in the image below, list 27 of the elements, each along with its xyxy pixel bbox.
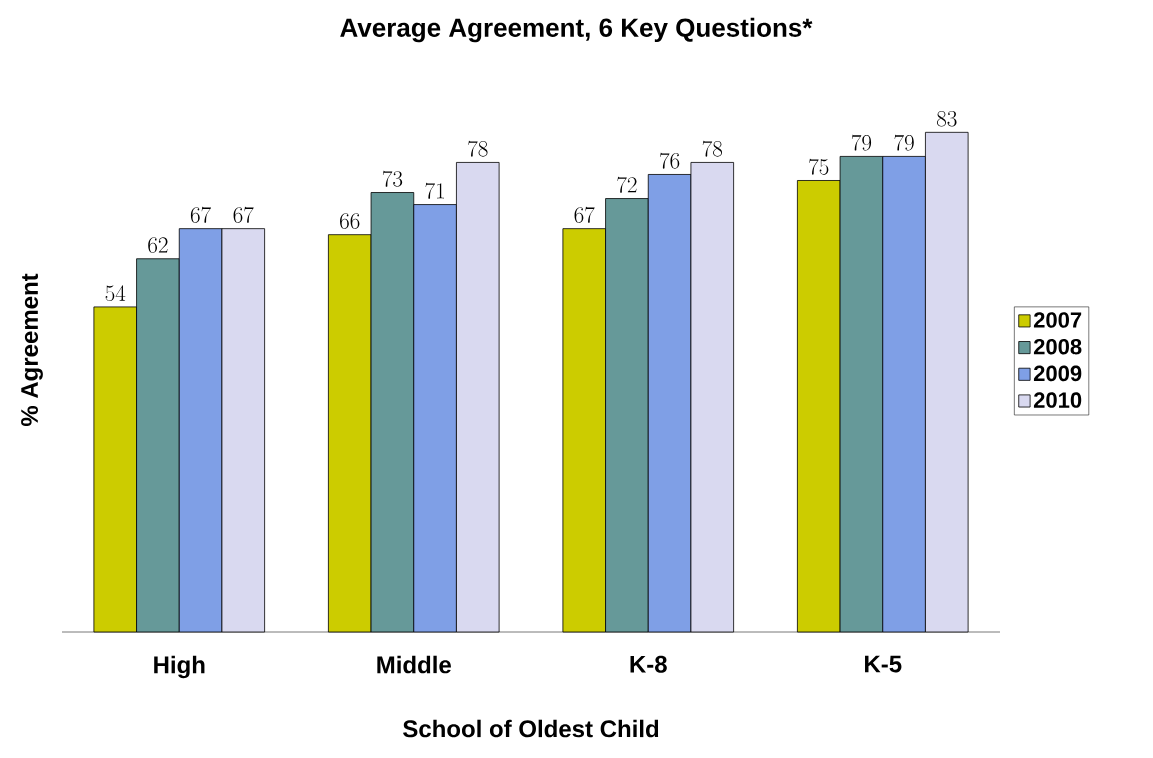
- data-label: 67: [190, 206, 211, 223]
- chart-title: Average Agreement, 6 Key Questions*: [340, 17, 813, 43]
- data-label: 66: [340, 213, 360, 229]
- data-label: 79: [894, 134, 914, 151]
- legend-label: 2007: [1033, 312, 1082, 328]
- data-label: 78: [468, 140, 488, 157]
- data-label: 67: [574, 206, 595, 223]
- data-label: 67: [233, 206, 254, 223]
- data-label: 73: [382, 170, 403, 187]
- legend-label: 2008: [1033, 338, 1082, 355]
- data-label: 62: [148, 237, 168, 253]
- data-label: 71: [425, 182, 444, 199]
- data-label: 76: [660, 152, 680, 169]
- data-label: 78: [702, 140, 723, 157]
- x-tick-label: K-5: [865, 655, 902, 673]
- x-tick-label: Middle: [377, 655, 451, 674]
- legend-label: 2010: [1033, 392, 1082, 408]
- legend-label: 2009: [1033, 365, 1082, 382]
- data-label: 72: [617, 176, 637, 193]
- data-label: 54: [105, 285, 126, 302]
- data-label: 75: [809, 158, 829, 175]
- data-label: 83: [936, 110, 957, 127]
- y-axis-title: % Agreement: [21, 273, 43, 427]
- x-tick-label: K-8: [630, 655, 667, 673]
- data-label: 79: [851, 134, 872, 151]
- x-tick-label: High: [154, 655, 205, 679]
- x-axis-title: School of Oldest Child: [403, 719, 659, 738]
